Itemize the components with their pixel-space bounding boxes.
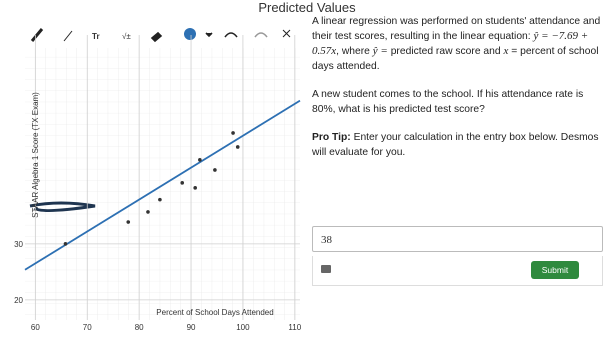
x-tick-label: 60	[31, 323, 40, 332]
x-tick-label: 70	[83, 323, 92, 332]
x-tick-label: 110	[288, 323, 301, 332]
trend-line	[24, 99, 301, 271]
point	[235, 145, 240, 149]
point	[63, 242, 68, 246]
point	[213, 168, 217, 172]
x-tick-label: 90	[187, 323, 196, 332]
math: ŷ =	[372, 45, 388, 57]
answer-input[interactable]: 38	[312, 226, 603, 252]
text: predicted raw score and	[387, 46, 504, 57]
point	[158, 197, 162, 202]
toolbar	[0, 20, 305, 48]
calculator-icon[interactable]	[321, 265, 331, 273]
paragraph: A linear regression was performed on stu…	[312, 14, 608, 74]
page-title: Predicted Values	[258, 0, 356, 15]
point	[126, 220, 131, 224]
text: , where	[336, 46, 373, 57]
equation: ŷ = −7.69 + 0.57x	[312, 30, 589, 57]
paragraph: Pro Tip: Enter your calculation in the e…	[312, 130, 608, 160]
answer-row: Submit	[312, 256, 603, 286]
point	[193, 186, 197, 190]
point	[180, 181, 185, 185]
text: A linear regression was performed on stu…	[312, 16, 601, 42]
math: x	[503, 45, 509, 57]
submit-button[interactable]: Submit	[531, 261, 579, 279]
point	[146, 210, 150, 214]
x-tick-label: 100	[236, 323, 250, 332]
question: A linear regression was performed on stu…	[312, 14, 608, 173]
tip-label: Pro Tip:	[312, 132, 351, 143]
point	[231, 131, 235, 135]
graph: Tr √± 60 70 80 90 100 110 20 30 Percent of Schoo…	[0, 20, 305, 332]
pen-annotation	[29, 201, 96, 213]
text: = percent of school days attended.	[312, 46, 599, 72]
x-axis-label: Percent of School Days Attended	[156, 308, 273, 317]
y-tick-label: 30	[14, 240, 23, 249]
x-tick-label: 80	[135, 323, 144, 332]
svg-text:Tr: Tr	[92, 32, 100, 41]
svg-text:√±: √±	[122, 32, 131, 41]
y-axis-label: STAAR Algebra 1 Score (TX Exam)	[31, 92, 40, 218]
grid	[25, 35, 300, 320]
y-tick-label: 20	[14, 296, 23, 305]
point	[198, 158, 202, 162]
paragraph: A new student comes to the school. If hi…	[312, 89, 584, 115]
toolbar-icons: Tr √±	[30, 28, 291, 43]
text: Enter your calculation in the entry box …	[312, 132, 599, 158]
